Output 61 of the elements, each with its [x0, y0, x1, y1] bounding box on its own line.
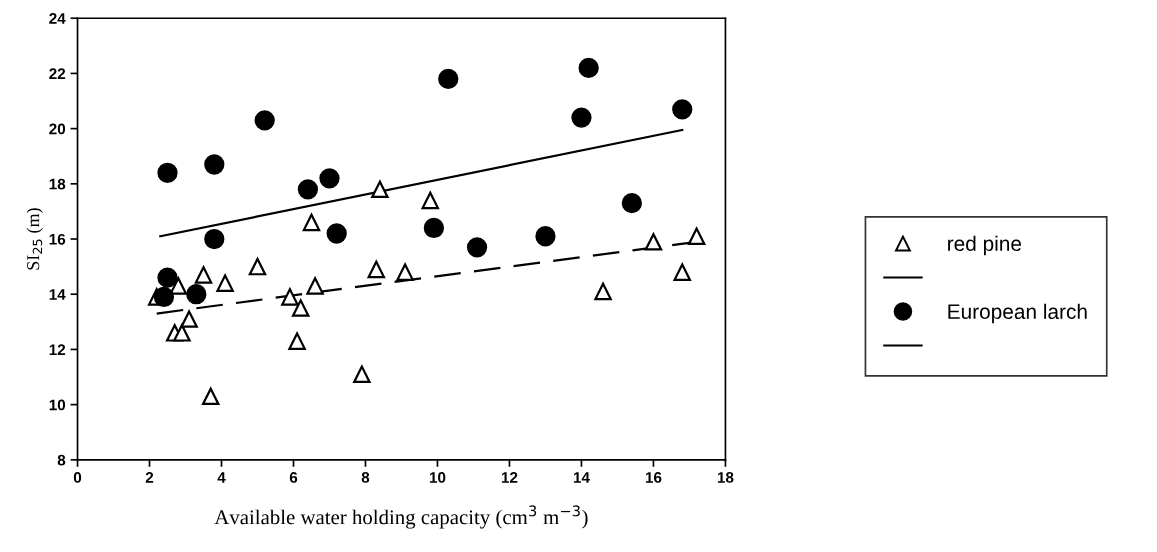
x-tick-label: 6 [289, 472, 298, 483]
y-tick-label: 18 [49, 178, 66, 190]
x-tick-label: 2 [145, 472, 154, 483]
point [204, 154, 225, 175]
y-tick-label: 10 [49, 399, 66, 411]
point [201, 387, 220, 406]
x-tick-label: 0 [73, 472, 82, 483]
point [248, 257, 267, 276]
point [421, 191, 440, 210]
point [157, 267, 178, 288]
y-tick-label: 24 [49, 13, 66, 24]
y-tick-label: 20 [49, 123, 66, 135]
x-tick-label: 8 [361, 472, 370, 483]
x-axis-title: Available water holding capacity (cm$^{3}$ m$^{−3}$) [214, 505, 588, 529]
point [186, 284, 207, 305]
point [153, 286, 175, 308]
point [157, 162, 178, 183]
point [302, 213, 321, 232]
point [578, 57, 599, 79]
y-tick-label: 8 [57, 454, 66, 466]
point [281, 288, 299, 306]
point [291, 299, 310, 317]
point [169, 277, 188, 295]
point [367, 260, 386, 279]
y-tick-label: 16 [49, 233, 66, 245]
y-tick-label: 12 [49, 344, 66, 355]
legend-label: European larch [948, 303, 1087, 324]
point [672, 99, 693, 120]
x-tick-label: 16 [645, 472, 662, 483]
point [319, 168, 340, 189]
point [353, 365, 371, 383]
y-tick-label: 22 [49, 68, 66, 79]
point [326, 223, 347, 244]
point [288, 332, 306, 350]
point [297, 179, 319, 200]
point [621, 193, 642, 214]
x-tick-label: 4 [217, 472, 226, 483]
y-tick-label: 14 [49, 289, 66, 300]
point [438, 68, 459, 90]
x-tick-label: 10 [429, 472, 446, 483]
point [423, 217, 445, 239]
point [396, 263, 414, 281]
legend-label: red pine [948, 235, 1022, 256]
point [594, 282, 612, 301]
y-axis-title: SI$_{25}$ (m) [26, 208, 43, 270]
point [194, 266, 213, 284]
point [216, 274, 234, 292]
x-tick-label: 12 [501, 472, 518, 483]
x-tick-label: 14 [573, 472, 590, 483]
point [673, 263, 691, 281]
point [687, 227, 706, 245]
point [571, 107, 592, 128]
point [371, 180, 389, 199]
point [466, 237, 488, 258]
point [535, 226, 556, 247]
point [180, 310, 198, 328]
point [306, 277, 324, 295]
point [204, 228, 225, 250]
point [644, 233, 663, 251]
x-tick-label: 18 [717, 472, 734, 483]
point [254, 110, 275, 131]
